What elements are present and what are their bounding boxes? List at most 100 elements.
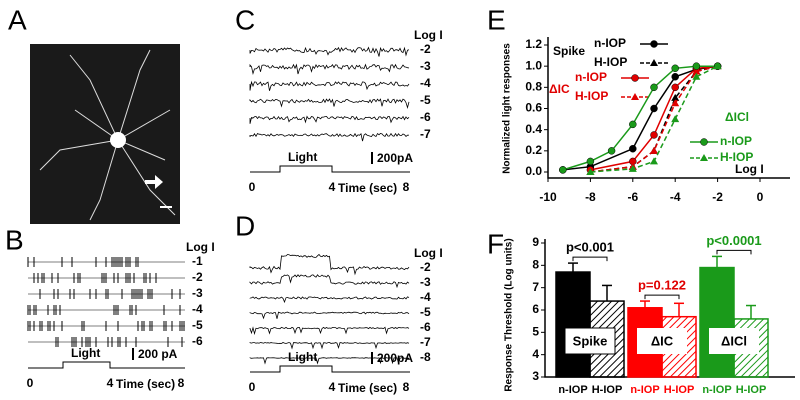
y-tick-label: 9: [532, 235, 539, 249]
cell-dendrites: [39, 49, 176, 221]
y-tick-label: 0.8: [525, 80, 542, 94]
level-label: -6: [420, 320, 431, 334]
time-title: Time (sec): [116, 377, 175, 391]
time-tick-label: 4: [107, 376, 114, 390]
x-tick-label: H-IOP: [736, 384, 767, 396]
y-tick-label: 0.4: [525, 122, 542, 136]
panel-label: E: [487, 4, 506, 35]
x-tick-label: 0: [757, 190, 764, 204]
bracket: [572, 256, 608, 262]
level-label: -5: [420, 93, 431, 107]
p-value: p<0.001: [566, 240, 614, 255]
point: [700, 138, 708, 146]
current-trace: [249, 46, 410, 57]
x-tick-label: n-IOP: [630, 384, 659, 396]
current-trace: [249, 311, 410, 320]
point: [671, 93, 680, 101]
series-line: [590, 65, 718, 173]
time-title: Time (sec): [338, 381, 397, 395]
group-box: [637, 328, 687, 354]
x-tick-label: H-IOP: [664, 384, 695, 396]
level-label: -4: [420, 290, 431, 304]
x-axis-title: Log I: [735, 162, 764, 176]
spike-train: [27, 257, 139, 267]
point: [631, 74, 639, 82]
panel-label: A: [8, 4, 27, 35]
point: [629, 120, 637, 129]
group-box: [709, 328, 759, 354]
scale-label: 200pA: [377, 351, 413, 365]
legend-group: ΔICl: [725, 110, 749, 124]
point: [650, 131, 658, 139]
spike-train: [33, 273, 157, 283]
x-tick-label: -6: [627, 190, 638, 204]
point: [692, 62, 701, 70]
level-label: -2: [192, 270, 203, 284]
level-label: -5: [192, 318, 203, 332]
x-tick-label: H-IOP: [592, 384, 623, 396]
group-label: ΔICl: [721, 333, 747, 348]
x-tick-label: n-IOP: [702, 384, 731, 396]
point: [650, 104, 658, 113]
point: [713, 62, 722, 70]
panel-label: F: [487, 228, 504, 259]
point: [671, 115, 680, 123]
current-trace: [249, 274, 410, 289]
stimulus-label: Light: [288, 150, 317, 164]
current-trace: [249, 296, 410, 304]
time-tick-label: 0: [249, 180, 256, 194]
stimulus-label: Light: [288, 350, 317, 364]
level-label: -6: [420, 110, 431, 124]
point: [586, 157, 595, 166]
log-label: Log I: [186, 240, 215, 254]
level-label: -2: [420, 260, 431, 274]
point: [671, 64, 679, 73]
micrograph: [30, 44, 180, 224]
legend-label: H-IOP: [594, 55, 627, 69]
y-tick-label: 6: [532, 302, 539, 316]
y-axis-title: Normalized light responses: [502, 43, 513, 174]
stimulus-label: Light: [71, 346, 100, 360]
point: [671, 73, 679, 81]
point: [586, 168, 595, 175]
current-trace: [249, 132, 410, 142]
level-label: -3: [420, 275, 431, 289]
group-box: [564, 327, 616, 355]
x-tick-label: n-IOP: [558, 384, 587, 396]
level-label: -4: [420, 76, 431, 90]
current-trace: [249, 357, 409, 365]
point: [650, 83, 658, 92]
y-tick-label: 4: [532, 347, 539, 361]
log-label: Log I: [414, 28, 443, 42]
level-label: -6: [192, 334, 203, 348]
group-label: ΔIC: [651, 333, 674, 348]
x-tick-label: -4: [670, 190, 681, 204]
legend-label: H-IOP: [720, 150, 753, 164]
legend-group: Spike: [553, 44, 585, 58]
scale-label: 200 pA: [138, 347, 178, 361]
y-tick-label: 0.0: [525, 164, 542, 178]
time-tick-label: 8: [403, 380, 410, 394]
p-value: p<0.0001: [706, 233, 761, 248]
point: [692, 72, 701, 80]
point: [650, 40, 658, 48]
point: [692, 67, 701, 75]
point: [650, 146, 658, 154]
log-label: Log I: [414, 246, 443, 260]
current-trace: [249, 115, 410, 124]
current-trace: [249, 342, 410, 350]
y-tick-label: 8: [532, 258, 539, 272]
point: [700, 154, 708, 161]
level-label: -3: [420, 59, 431, 73]
legend-group: ΔIC: [549, 82, 570, 96]
stimulus-trace: [28, 361, 185, 369]
spike-train: [27, 321, 185, 331]
current-trace: [249, 98, 410, 109]
legend-label: H-IOP: [575, 89, 608, 103]
current-trace: [249, 80, 410, 91]
level-label: -8: [420, 350, 431, 364]
stimulus-trace: [250, 365, 410, 373]
point: [629, 144, 637, 153]
point: [650, 157, 658, 165]
bracket: [644, 294, 680, 300]
